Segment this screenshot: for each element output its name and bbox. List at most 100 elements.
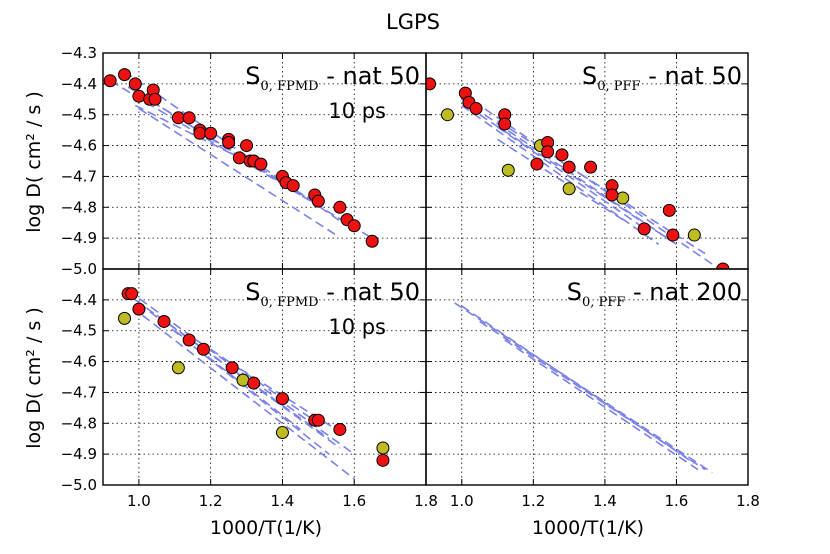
point-red — [148, 92, 162, 106]
y-tick-label: −4.8 — [61, 414, 97, 432]
x-tick-label: 1.2 — [521, 492, 545, 510]
data-points — [118, 287, 390, 467]
point-red — [347, 219, 361, 233]
data-points — [103, 68, 379, 248]
y-tick-label: −4.9 — [61, 445, 97, 463]
point-red — [254, 157, 268, 171]
y-tick-label: −4.4 — [61, 291, 97, 309]
y-tick-label: −5.0 — [61, 476, 97, 494]
y-tick-label: −4.6 — [61, 353, 97, 371]
panel-annotation: S0, FPMD - nat 50 — [245, 278, 420, 310]
point-red — [530, 157, 544, 171]
y-tick-label: −4.7 — [61, 167, 97, 185]
fit-line — [461, 305, 695, 465]
fit-line — [461, 104, 660, 245]
x-tick-label: 1.4 — [271, 492, 295, 510]
y-tick-label: −4.3 — [61, 44, 97, 62]
fit-line — [141, 314, 355, 480]
point-olive — [562, 182, 576, 196]
point-red — [157, 314, 171, 328]
point-red — [311, 413, 325, 427]
point-olive — [171, 361, 185, 375]
panel-frame — [425, 268, 749, 486]
point-olive — [376, 441, 390, 455]
point-olive — [687, 228, 701, 242]
point-red — [716, 262, 730, 269]
point-olive — [118, 311, 132, 325]
y-axis-label-top: log D( cm² / s ) — [23, 91, 45, 233]
panel-top-left: −4.3 −4.4 −4.5 −4.6 −4.7 −4.8 −4.9 −5.0 S0, FPMD… — [61, 44, 427, 278]
y-tick-label: −4.9 — [61, 229, 97, 247]
point-red — [562, 160, 576, 174]
point-red — [365, 234, 379, 248]
point-red — [662, 203, 676, 217]
panel-annotation-duration: 10 ps — [328, 315, 386, 339]
point-red — [376, 453, 390, 467]
x-tick-label: 1.0 — [127, 492, 151, 510]
fit-line — [138, 92, 301, 196]
x-tick-label: 1.2 — [199, 492, 223, 510]
point-red — [118, 68, 132, 82]
point-red — [240, 139, 254, 153]
x-tick-label: 1.0 — [450, 492, 474, 510]
point-red — [182, 111, 196, 125]
fit-line — [479, 320, 706, 471]
fit-line — [210, 348, 319, 424]
point-red — [204, 126, 218, 140]
point-red — [132, 302, 146, 316]
point-red — [637, 222, 651, 236]
point-olive — [501, 163, 515, 177]
point-red — [232, 151, 246, 165]
x-tick-label: 1.4 — [593, 492, 617, 510]
point-red — [541, 145, 555, 159]
fit-line — [497, 126, 642, 227]
fit-line — [138, 107, 337, 236]
panel-top-right: S0, PFF - nat 50 — [425, 52, 749, 270]
panel-bottom-left: −4.4 −4.5 −4.6 −4.7 −4.8 −4.9 −5.0 1.0 1.2 1.4 1.6… — [61, 268, 438, 510]
x-axis-label-right: 1000/T(1/K) — [532, 517, 644, 539]
point-red — [333, 422, 347, 436]
fit-lines — [454, 302, 713, 474]
point-red — [193, 126, 207, 140]
fit-line — [174, 330, 301, 431]
point-red — [469, 102, 483, 116]
y-tick-label: −4.5 — [61, 106, 97, 124]
y-tick-label: −4.5 — [61, 322, 97, 340]
y-tick-label: −4.6 — [61, 137, 97, 155]
point-red — [286, 179, 300, 193]
x-tick-label: 1.8 — [736, 492, 760, 510]
panel-bottom-right: 1.0 1.2 1.4 1.6 1.8 S0, PFF - nat 200 — [425, 268, 760, 510]
point-red — [103, 74, 117, 88]
y-tick-label: −4.8 — [61, 198, 97, 216]
point-red — [426, 77, 437, 91]
panel-annotation: S0, PFF - nat 50 — [582, 62, 742, 94]
fit-line — [138, 302, 330, 455]
point-olive — [440, 108, 454, 122]
point-red — [584, 160, 598, 174]
point-red — [196, 342, 210, 356]
x-axis-label-left: 1000/T(1/K) — [210, 517, 322, 539]
point-olive — [275, 426, 289, 440]
point-red — [132, 89, 146, 103]
fit-line — [504, 339, 699, 471]
x-tick-label: 1.8 — [414, 492, 438, 510]
point-red — [498, 117, 512, 131]
point-red — [247, 376, 261, 390]
fit-line — [124, 70, 348, 227]
x-tick-label: 1.6 — [665, 492, 689, 510]
x-tick-label: 1.6 — [342, 492, 366, 510]
panel-annotation: S0, PFF - nat 200 — [567, 278, 742, 310]
point-red — [182, 333, 196, 347]
data-points — [426, 77, 730, 269]
point-red — [666, 228, 680, 242]
chart-title: LGPS — [386, 10, 440, 34]
fit-line — [497, 138, 624, 221]
point-red — [333, 200, 347, 214]
fit-line — [127, 289, 355, 455]
y-tick-label: −4.7 — [61, 383, 97, 401]
point-red — [275, 392, 289, 406]
point-olive — [616, 191, 630, 205]
fit-line — [109, 80, 373, 239]
point-red — [128, 77, 142, 91]
